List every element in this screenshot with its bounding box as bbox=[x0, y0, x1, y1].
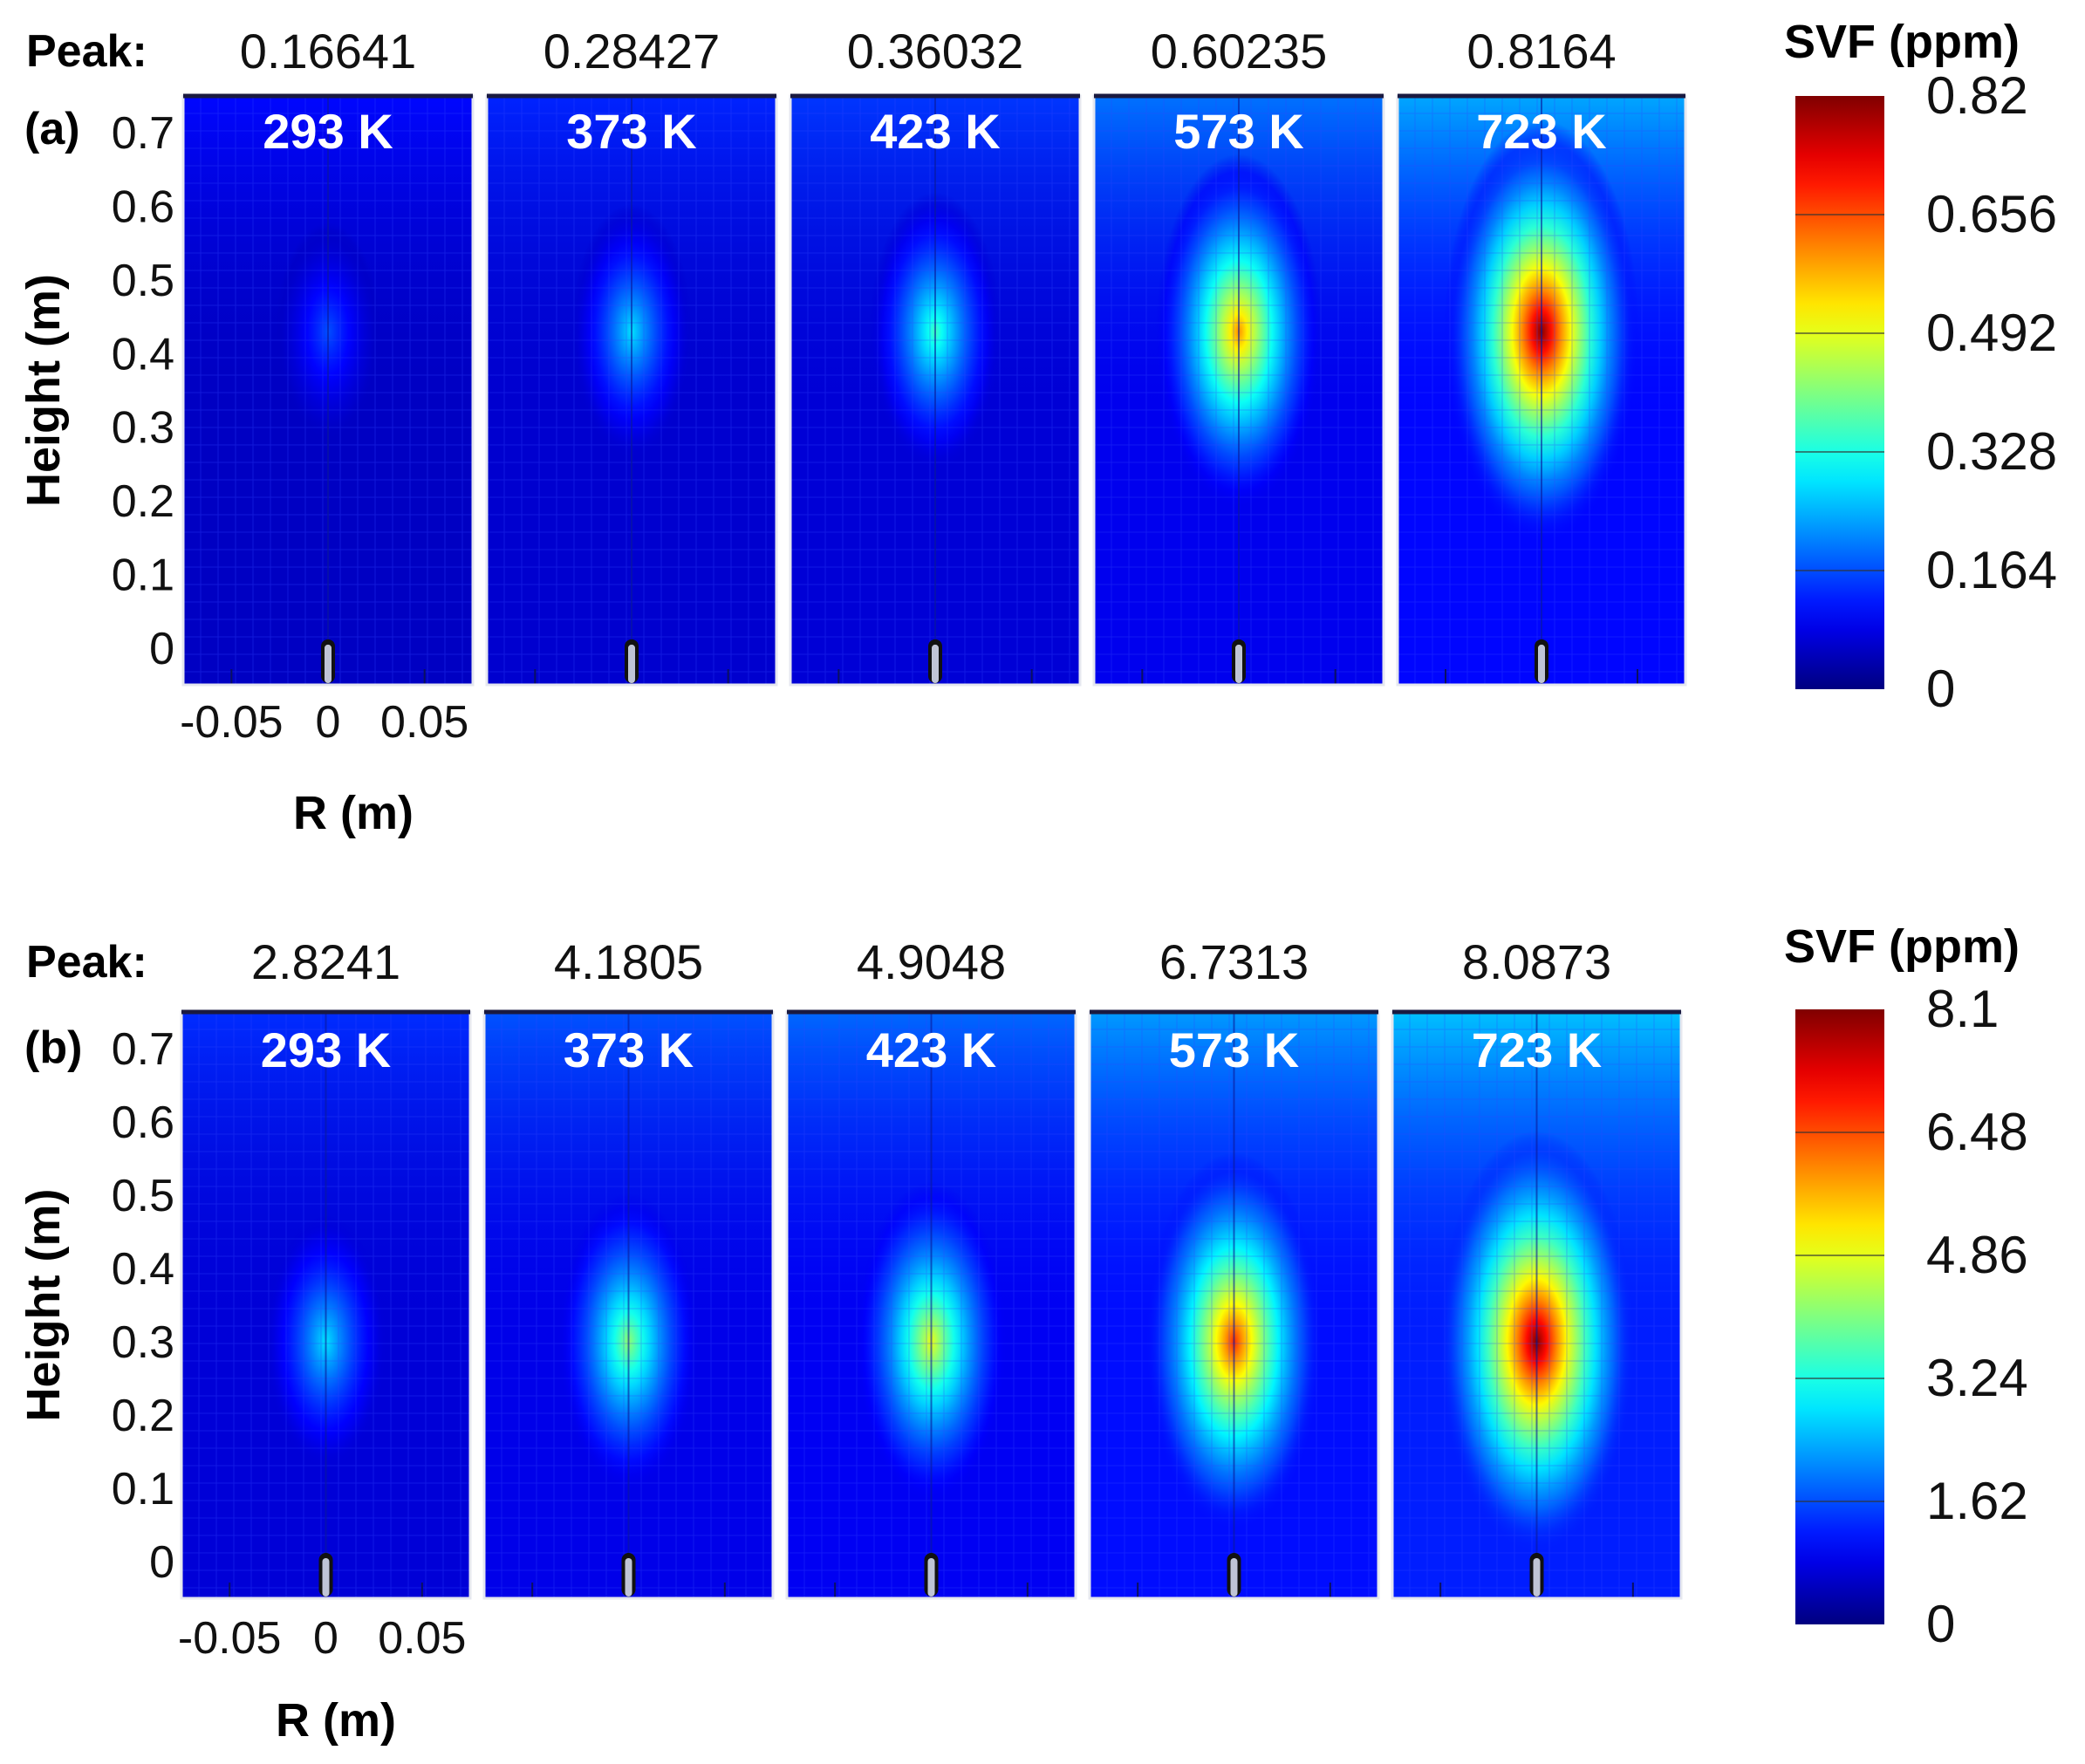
peak-value: 4.9048 bbox=[857, 934, 1006, 989]
peak-value: 0.60235 bbox=[1151, 24, 1327, 79]
y-tick-label: 0 bbox=[149, 624, 174, 674]
peak-value: 0.28427 bbox=[543, 24, 720, 79]
peak-value: 2.8241 bbox=[251, 934, 400, 989]
temperature-label: 293 K bbox=[261, 1022, 391, 1077]
nozzle-highlight bbox=[625, 1558, 632, 1596]
temperature-label: 373 K bbox=[566, 104, 696, 159]
colorbar: SVF (ppm) 0 0.164 0.328 0.492 0.656 0.82 bbox=[1784, 16, 2057, 718]
colorbar-tick-label: 3.24 bbox=[1926, 1349, 2028, 1407]
heatmap-panel-3: 423 K bbox=[789, 93, 1082, 687]
nozzle-highlight bbox=[1230, 1558, 1238, 1596]
panel-b: Peak: (b) Height (m) 0 0.1 0.2 0.3 0.4 0.5 0.6 0.7… bbox=[17, 920, 2028, 1747]
grid bbox=[1094, 96, 1384, 685]
peak-value: 0.16641 bbox=[240, 24, 416, 79]
heatmap-panel-2: 373 K bbox=[482, 1009, 775, 1600]
colorbar-tick-label: 0 bbox=[1926, 1595, 1955, 1653]
panel-a: Peak: (a) Height (m) 0 0.1 0.2 0.3 0.4 0.5 0.6 0.7… bbox=[17, 16, 2057, 839]
y-axis-title: Height (m) bbox=[17, 274, 70, 507]
heatmap-panel-2: 373 K bbox=[485, 93, 778, 687]
nozzle-highlight bbox=[322, 1558, 330, 1596]
y-tick-label: 0.7 bbox=[112, 108, 174, 159]
y-tick-label: 0.4 bbox=[112, 329, 174, 379]
colorbar-tick-label: 8.1 bbox=[1926, 980, 1999, 1038]
colorbar-title: SVF (ppm) bbox=[1784, 920, 2020, 973]
y-tick-label: 0.5 bbox=[112, 256, 174, 306]
colorbar: SVF (ppm) 0 1.62 3.24 4.86 6.48 8.1 bbox=[1784, 920, 2028, 1653]
heatmap-panel-4: 573 K bbox=[1088, 1009, 1380, 1600]
temperature-label: 723 K bbox=[1476, 104, 1606, 159]
x-tick-label: 0 bbox=[313, 1613, 338, 1664]
nozzle-highlight bbox=[927, 1558, 935, 1596]
y-tick-label: 0.3 bbox=[112, 1317, 174, 1368]
x-axis-title: R (m) bbox=[293, 787, 414, 839]
panel-tag: (a) bbox=[24, 104, 80, 154]
nozzle-highlight bbox=[325, 644, 332, 683]
y-tick-label: 0.1 bbox=[112, 1464, 174, 1514]
heatmap-panel-3: 423 K bbox=[785, 1009, 1077, 1600]
colorbar-tick-label: 4.86 bbox=[1926, 1226, 2028, 1284]
y-tick-label: 0.6 bbox=[112, 182, 174, 233]
peak-label: Peak: bbox=[26, 26, 147, 77]
nozzle-highlight bbox=[1538, 644, 1545, 683]
temperature-label: 423 K bbox=[866, 1022, 996, 1077]
x-tick-label: 0.05 bbox=[378, 1613, 466, 1664]
heatmap-panel-4: 573 K bbox=[1092, 93, 1385, 687]
peak-value: 6.7313 bbox=[1159, 934, 1309, 989]
x-tick-label: -0.05 bbox=[178, 1613, 282, 1664]
y-tick-label: 0 bbox=[149, 1537, 174, 1588]
x-tick-label: 0 bbox=[316, 697, 341, 748]
heatmap-panel-5: 723 K bbox=[1391, 1009, 1683, 1600]
x-axis-title: R (m) bbox=[276, 1694, 396, 1747]
nozzle-highlight bbox=[1533, 1558, 1541, 1596]
y-tick-label: 0.5 bbox=[112, 1171, 174, 1221]
temperature-label: 573 K bbox=[1173, 104, 1303, 159]
temperature-label: 293 K bbox=[263, 104, 393, 159]
temperature-label: 573 K bbox=[1169, 1022, 1299, 1077]
heatmap-panel-1: 293 K bbox=[180, 1009, 472, 1600]
heatmap-panel-1: 293 K bbox=[181, 93, 475, 687]
y-tick-label: 0.7 bbox=[112, 1024, 174, 1075]
temperature-label: 373 K bbox=[564, 1022, 694, 1077]
colorbar-tick-label: 6.48 bbox=[1926, 1103, 2028, 1161]
x-tick-label: -0.05 bbox=[180, 697, 284, 748]
peak-value: 0.36032 bbox=[847, 24, 1023, 79]
colorbar-tick-label: 1.62 bbox=[1926, 1472, 2028, 1530]
nozzle-highlight bbox=[1235, 644, 1242, 683]
colorbar-tick-label: 0.656 bbox=[1926, 185, 2057, 243]
colorbar-gradient bbox=[1795, 1009, 1884, 1624]
colorbar-tick-label: 0.492 bbox=[1926, 304, 2057, 362]
y-tick-label: 0.1 bbox=[112, 550, 174, 600]
x-tick-label: 0.05 bbox=[380, 697, 468, 748]
peak-value: 8.0873 bbox=[1462, 934, 1611, 989]
temperature-label: 423 K bbox=[870, 104, 1000, 159]
colorbar-tick-label: 0.328 bbox=[1926, 422, 2057, 481]
peak-value: 0.8164 bbox=[1466, 24, 1616, 79]
y-tick-label: 0.4 bbox=[112, 1244, 174, 1295]
colorbar-title: SVF (ppm) bbox=[1784, 16, 2020, 68]
colorbar-tick-label: 0.82 bbox=[1926, 66, 2028, 125]
y-tick-label: 0.6 bbox=[112, 1097, 174, 1148]
peak-value: 4.1805 bbox=[554, 934, 703, 989]
y-axis-title: Height (m) bbox=[17, 1189, 70, 1422]
nozzle-highlight bbox=[932, 644, 939, 683]
grid bbox=[183, 96, 473, 685]
y-tick-label: 0.3 bbox=[112, 403, 174, 454]
peak-label: Peak: bbox=[26, 937, 147, 988]
nozzle-highlight bbox=[628, 644, 635, 683]
colorbar-tick-label: 0 bbox=[1926, 660, 1955, 718]
y-tick-label: 0.2 bbox=[112, 1391, 174, 1441]
colorbar-tick-label: 0.164 bbox=[1926, 541, 2057, 599]
heatmap-panel-5: 723 K bbox=[1396, 93, 1687, 687]
y-tick-label: 0.2 bbox=[112, 476, 174, 527]
panel-tag: (b) bbox=[24, 1022, 82, 1073]
colorbar-gradient bbox=[1795, 96, 1884, 689]
temperature-label: 723 K bbox=[1472, 1022, 1602, 1077]
